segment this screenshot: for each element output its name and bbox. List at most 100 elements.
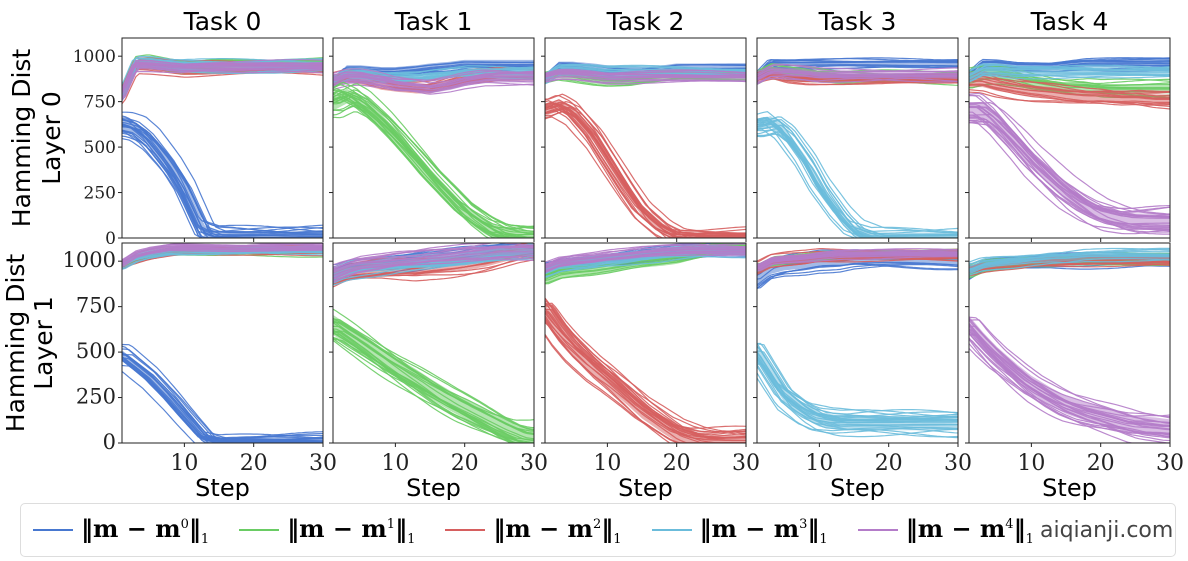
series-3-line [757, 358, 958, 421]
series-4-line [333, 75, 534, 88]
series-4-line [969, 92, 1170, 213]
series-1-line [333, 332, 534, 443]
series-1-line [333, 92, 534, 235]
x-axis-label: Step [618, 474, 673, 500]
series-4 [969, 315, 1170, 443]
legend-label: ‖m − m3‖1 [699, 513, 828, 547]
series-2-line [545, 315, 746, 440]
series-4-line [969, 105, 1170, 218]
series-3-line [757, 119, 958, 236]
series-0-line [122, 343, 323, 439]
series-0 [122, 343, 323, 443]
y-axis-label: Layer 0 [37, 91, 66, 185]
series-4-line [969, 113, 1170, 227]
series-4-line [969, 101, 1170, 215]
x-tick-label: 20 [663, 451, 691, 476]
series-1-line [333, 101, 534, 238]
series-0-line [757, 61, 958, 77]
series-2-line [545, 334, 746, 443]
series-2-line [969, 263, 1170, 276]
series-2-line [969, 263, 1170, 274]
series-4-line [757, 254, 958, 272]
series-4-line [969, 117, 1170, 235]
series-0-line [333, 61, 534, 81]
series-3-line [969, 67, 1170, 77]
series-0-line [122, 130, 323, 238]
series-3 [969, 63, 1170, 83]
series-4 [333, 243, 534, 283]
legend-item-3: ‖m − m3‖1 [651, 513, 828, 547]
series-4-line [969, 332, 1170, 428]
series-4-line [757, 69, 958, 77]
legend-swatch [33, 528, 73, 531]
y-tick-label: 0 [105, 229, 116, 249]
series-0-line [122, 358, 323, 443]
series-0-line [122, 119, 323, 233]
series-2-line [545, 319, 746, 442]
series-2 [969, 71, 1170, 110]
series-3-line [969, 258, 1170, 276]
series-2-band [545, 303, 746, 443]
series-3-line [757, 127, 958, 238]
series-0-line [122, 356, 323, 443]
series-3-line [757, 342, 958, 420]
x-tick-label: 10 [805, 451, 833, 476]
series-4-line [333, 244, 534, 268]
axes-frame [756, 242, 959, 444]
series-1-line [333, 104, 534, 238]
series-1 [333, 81, 534, 238]
series-4-line [969, 119, 1170, 230]
y-tick-label: 750 [76, 294, 116, 318]
series-3-line [757, 360, 958, 438]
series-3-line [757, 129, 958, 238]
x-tick-label: 20 [451, 451, 479, 476]
series-4-line [757, 249, 958, 265]
series-0-line [122, 135, 323, 238]
series-1-line [333, 96, 534, 238]
legend-item-2: ‖m − m2‖1 [445, 513, 622, 547]
series-4-line [333, 250, 534, 277]
y-tick-label: 500 [84, 138, 116, 158]
series-1-line [333, 325, 534, 440]
series-4-line [545, 73, 746, 79]
x-axis-label: Step [830, 474, 885, 500]
series-1-line [333, 320, 534, 429]
series-4-line [969, 106, 1170, 218]
y-axis-label: Hamming Dist [1, 254, 30, 433]
series-4-line [333, 79, 534, 93]
series-3-line [545, 64, 746, 77]
axes-frame [121, 242, 324, 444]
series-0-line [122, 348, 323, 440]
axes-frame [968, 242, 1171, 444]
series-0-line [122, 117, 323, 236]
series-0-line [122, 358, 323, 443]
legend-label: ‖m − m4‖1 [905, 513, 1034, 547]
series-2-line [969, 91, 1170, 110]
series-1-line [333, 328, 534, 442]
series-4-line [122, 244, 323, 263]
series-3-line [969, 255, 1170, 272]
panel-r0-c4: Task 4 [965, 7, 1171, 242]
series-2-line [969, 73, 1170, 93]
series-3 [969, 247, 1170, 276]
series-2-line [545, 322, 746, 443]
series-4-line [545, 243, 746, 266]
series-4-line [333, 255, 534, 280]
y-tick-label: 250 [84, 184, 116, 204]
series-2 [545, 93, 746, 238]
series-1-line [333, 95, 534, 238]
watermark: aiqianji.com [1040, 518, 1174, 543]
series-2-line [122, 72, 323, 105]
series-2-line [545, 103, 746, 237]
series-4-line [545, 68, 746, 77]
series-4 [757, 63, 958, 85]
series-3-line [122, 57, 323, 90]
series-3-band [757, 116, 958, 238]
series-1 [333, 308, 534, 443]
series-4 [545, 243, 746, 274]
series-0-line [122, 359, 323, 443]
legend-label: ‖m − m2‖1 [493, 513, 622, 547]
series-4-line [969, 319, 1170, 424]
series-0-line [122, 131, 323, 238]
series-2-line [545, 303, 746, 435]
